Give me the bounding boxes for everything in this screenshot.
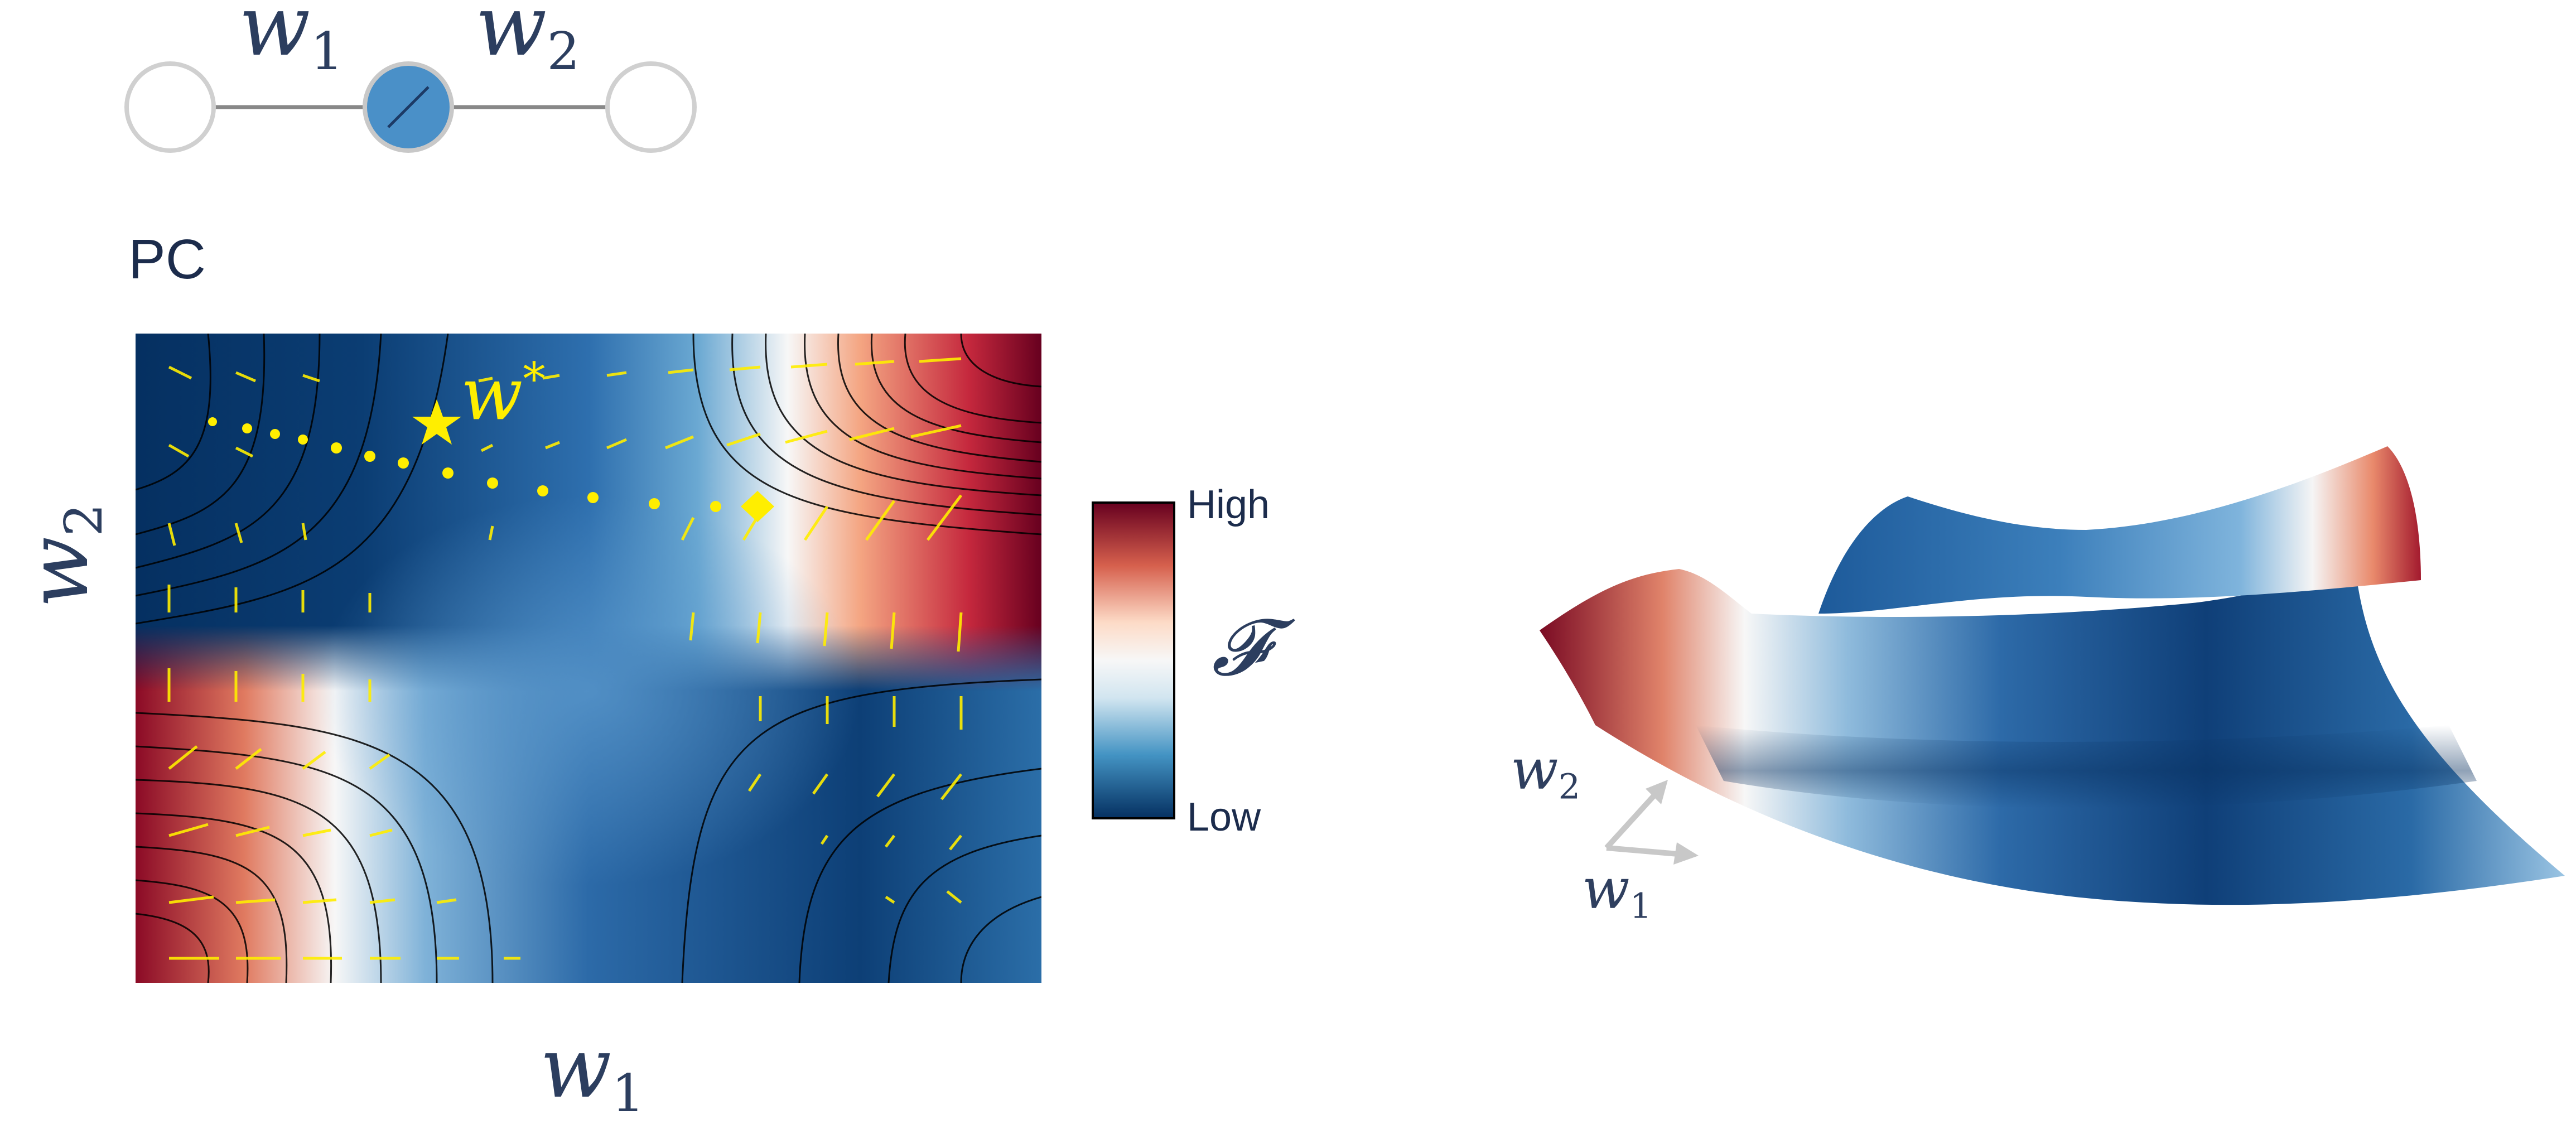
surface-back-ridge: [1818, 446, 2421, 614]
panel-title: PC: [128, 228, 206, 291]
saddle-region: [136, 334, 1041, 983]
energy-symbol: 𝓕: [1212, 602, 1270, 693]
input-node: [124, 61, 216, 153]
axes-indicator: [1604, 780, 1699, 865]
weight-label-w1: w1: [239, 0, 344, 82]
surface-w2-label: w2: [1511, 737, 1581, 807]
x-axis-label: w1: [540, 1020, 645, 1124]
optimum-star-icon: [412, 399, 461, 445]
start-point-diamond-icon: [741, 491, 774, 522]
energy-heatmap: [136, 334, 1041, 983]
network-diagram: [124, 61, 697, 153]
surface-valley-shade: [1696, 725, 2477, 808]
optimization-trajectory: [208, 417, 721, 512]
linear-activation-icon: [387, 86, 430, 128]
gradient-field-arrows: [167, 357, 963, 960]
energy-surface-3d: [1540, 446, 2565, 905]
y-axis-label: w2: [10, 503, 114, 608]
surface-front-sheet: [1540, 558, 2565, 905]
weight-label-w2: w2: [475, 0, 580, 82]
contour-lines: [136, 334, 1041, 983]
surface-w1-label: w1: [1582, 856, 1652, 927]
output-node: [605, 61, 697, 153]
colorbar-high-label: High: [1187, 483, 1270, 527]
colorbar: [1092, 501, 1175, 819]
colorbar-low-label: Low: [1187, 795, 1261, 839]
optimum-label: w*: [461, 351, 546, 437]
